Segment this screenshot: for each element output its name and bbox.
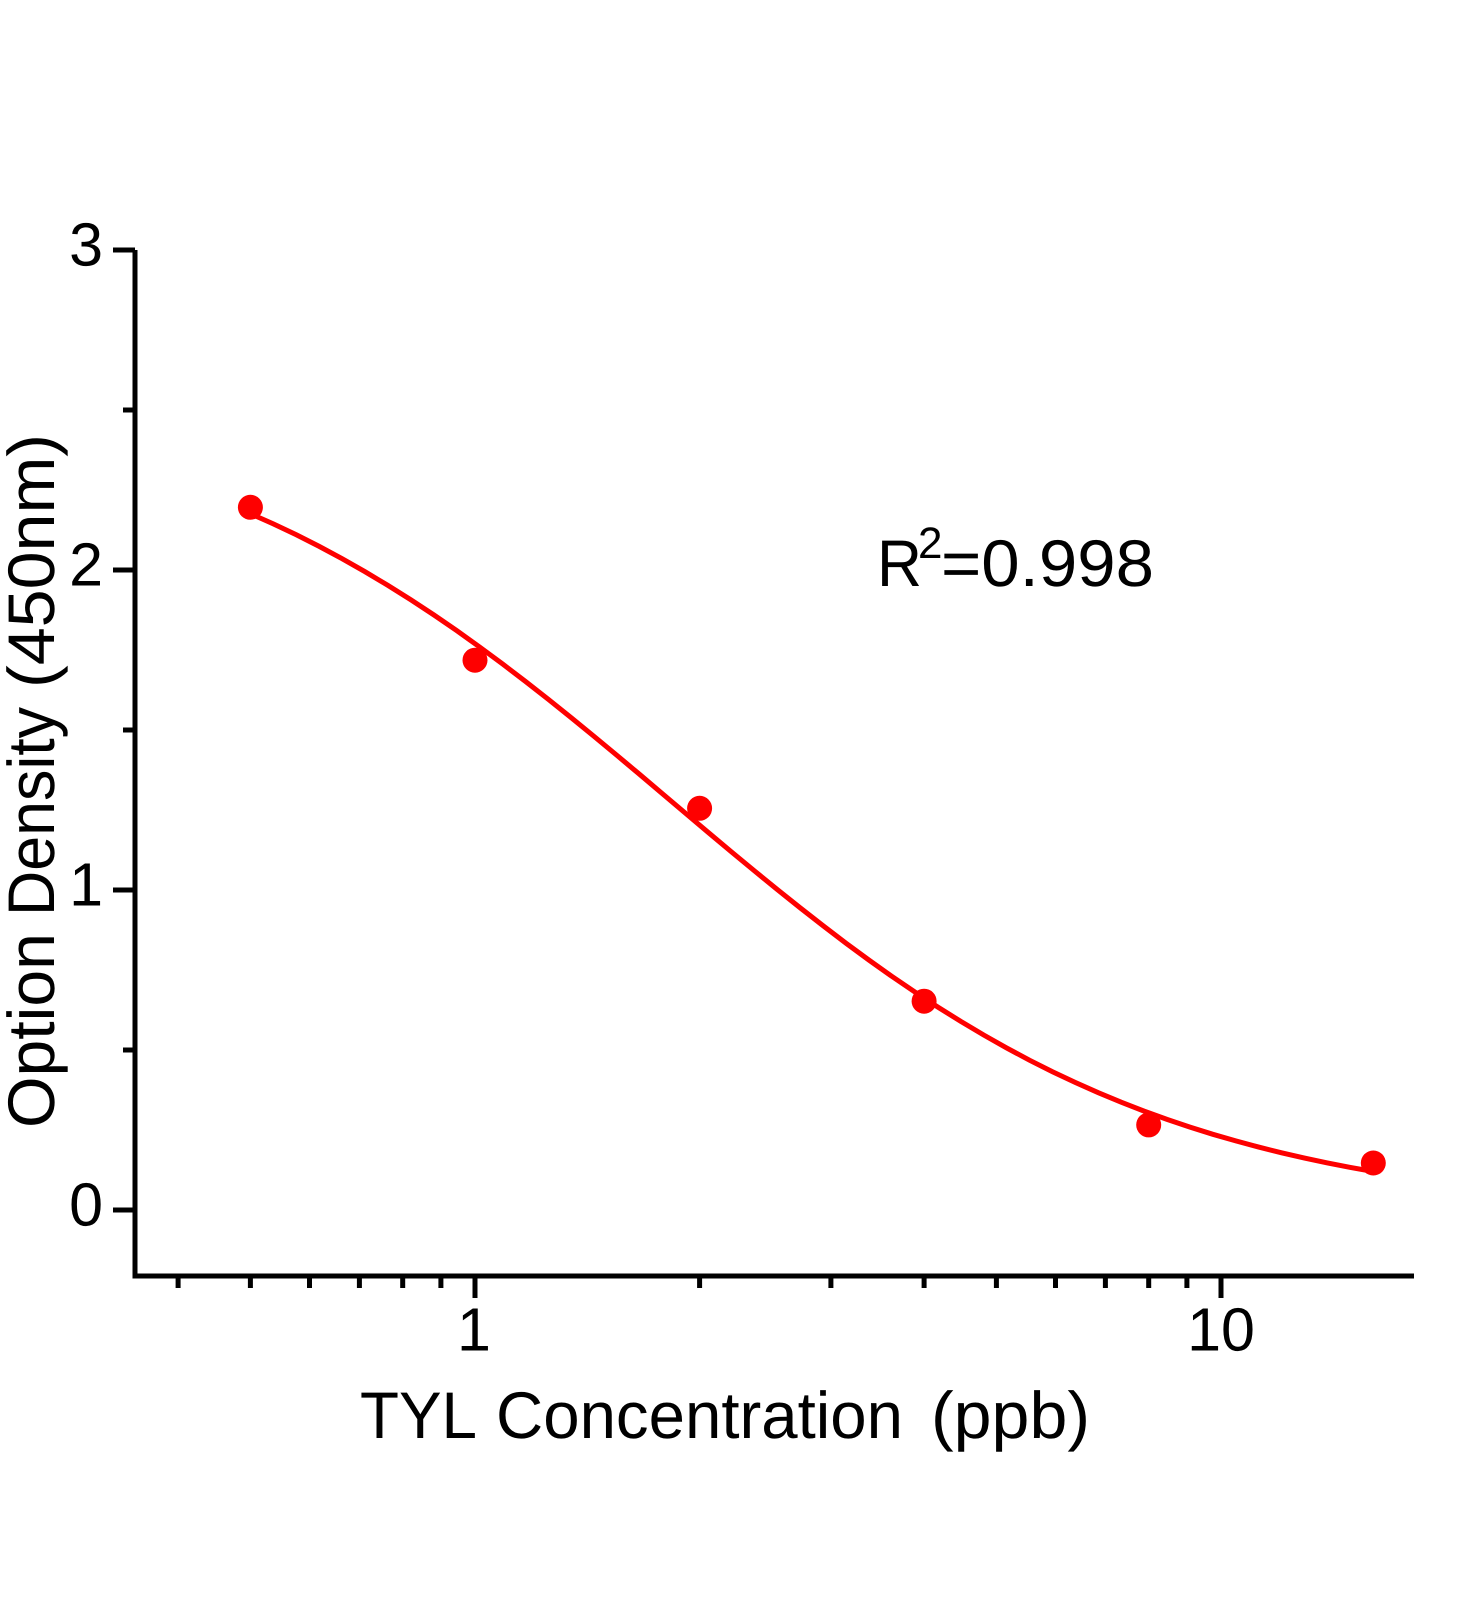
svg-text:(450nm): (450nm) <box>0 434 68 688</box>
svg-text:2: 2 <box>69 531 103 599</box>
svg-text:3: 3 <box>69 211 103 279</box>
svg-text:10: 10 <box>1187 1296 1255 1364</box>
svg-text:Option: Option <box>0 933 68 1128</box>
svg-text:(ppb): (ppb) <box>931 1378 1090 1452</box>
svg-text:0: 0 <box>69 1171 103 1239</box>
svg-text:Density: Density <box>0 707 68 916</box>
svg-text:=0.998: =0.998 <box>941 526 1154 600</box>
svg-text:R: R <box>877 526 922 600</box>
svg-text:TYL: TYL <box>360 1378 477 1452</box>
svg-text:1: 1 <box>69 851 103 919</box>
svg-text:1: 1 <box>457 1296 491 1364</box>
svg-text:Concentration: Concentration <box>496 1378 903 1452</box>
